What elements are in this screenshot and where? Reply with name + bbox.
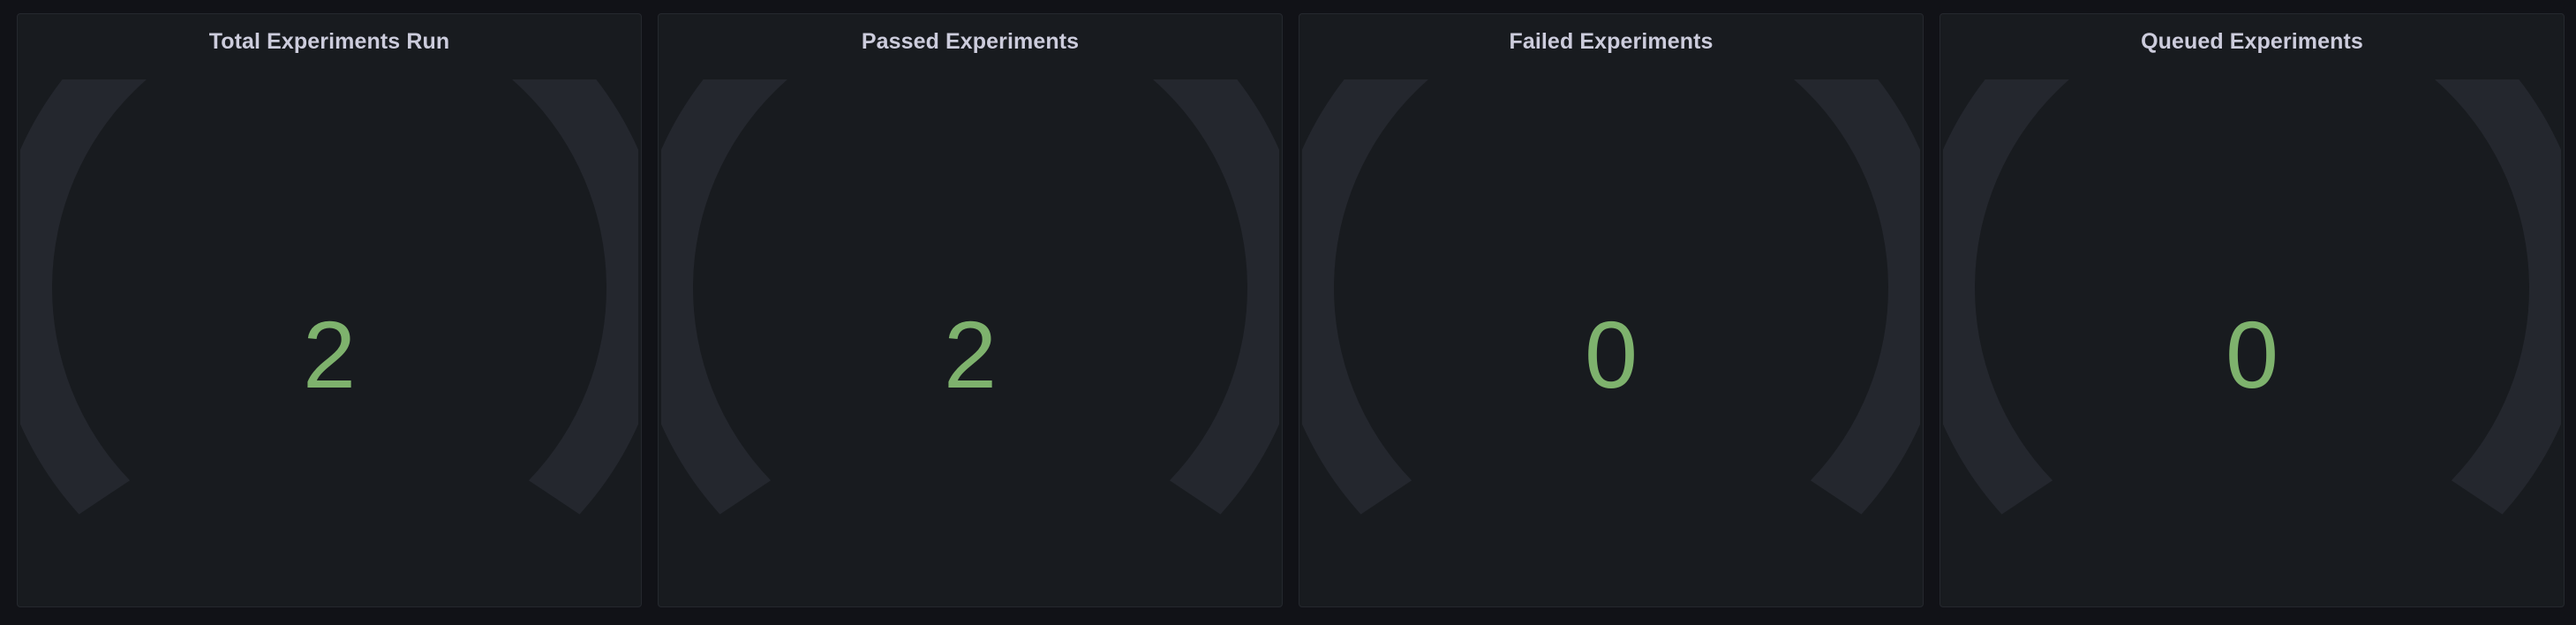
gauge-value-text: 2 [943, 301, 998, 408]
page-title: Failed Experiments [1509, 28, 1714, 54]
gauge-value-text: 2 [302, 301, 357, 408]
gauge-panel-passed-experiments[interactable]: Passed Experiments 2 [658, 13, 1283, 607]
panel-body: 2 [18, 60, 641, 606]
gauge-value-text: 0 [2225, 301, 2279, 408]
gauge-arc-icon [661, 79, 1279, 515]
gauge-track [1302, 79, 1920, 515]
gauge-panel-total-experiments-run[interactable]: Total Experiments Run 2 [17, 13, 642, 607]
gauge-arc-icon [20, 79, 638, 515]
panel-body: 0 [1940, 60, 2564, 606]
panel-header: Passed Experiments [659, 14, 1282, 60]
gauge[interactable]: 2 [661, 79, 1279, 574]
gauge-panel-failed-experiments[interactable]: Failed Experiments 0 [1299, 13, 1924, 607]
gauge-track [1943, 79, 2561, 515]
page-title: Passed Experiments [861, 28, 1080, 54]
gauge-panel-queued-experiments[interactable]: Queued Experiments 0 [1940, 13, 2565, 607]
page-title: Total Experiments Run [208, 28, 450, 54]
gauge[interactable]: 0 [1943, 79, 2561, 574]
panel-body: 0 [1299, 60, 1923, 606]
gauge[interactable]: 0 [1302, 79, 1920, 574]
gauge[interactable]: 2 [20, 79, 638, 574]
gauge-track [661, 79, 1279, 515]
panel-header: Total Experiments Run [18, 14, 641, 60]
gauge-value-text: 0 [1584, 301, 1638, 408]
gauge-arc-icon [1943, 79, 2561, 515]
gauge-track [20, 79, 638, 515]
panel-body: 2 [659, 60, 1282, 606]
page-title: Queued Experiments [2141, 28, 2363, 54]
panel-header: Failed Experiments [1299, 14, 1923, 60]
panel-header: Queued Experiments [1940, 14, 2564, 60]
gauge-arc-icon [1302, 79, 1920, 515]
